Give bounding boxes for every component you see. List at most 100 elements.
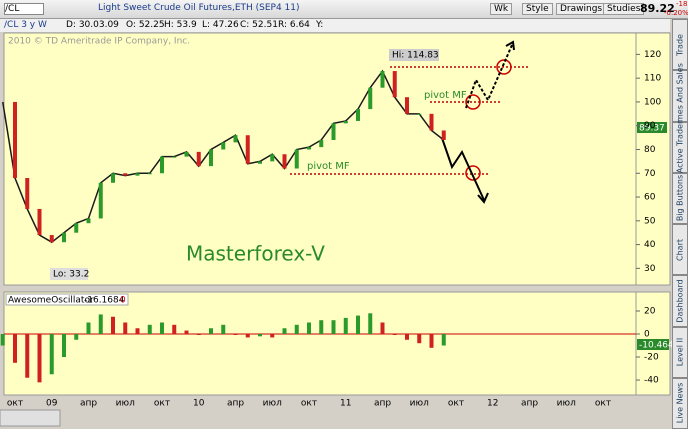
osc-bar	[233, 334, 238, 336]
y-tick-label: 30	[644, 264, 656, 274]
osc-bar	[98, 314, 103, 335]
side-tab-label[interactable]: Level II	[675, 337, 685, 367]
symbol-input[interactable]: /CL	[4, 3, 44, 15]
candle	[405, 97, 409, 114]
x-tick-label: июл	[263, 399, 282, 409]
candle	[37, 208, 42, 236]
side-tab[interactable]: Chart	[672, 224, 688, 276]
osc-flag: 0	[120, 296, 126, 306]
button[interactable]: Style	[522, 3, 553, 15]
x-tick-label: апр	[80, 399, 97, 409]
osc-bar	[13, 334, 17, 363]
side-tab[interactable]: Live News	[672, 377, 688, 429]
candle	[172, 156, 177, 158]
osc-tag-text: -10.464	[639, 341, 672, 351]
info-item: L: 47.26	[202, 20, 239, 30]
osc-bar	[135, 328, 140, 335]
side-tab[interactable]: Active Trader	[672, 120, 688, 174]
osc-bar	[245, 334, 250, 338]
side-tab[interactable]: Level II	[672, 326, 688, 378]
x-tick-label: 09	[46, 399, 58, 409]
candle	[62, 232, 66, 243]
forecast-arrows	[441, 40, 515, 204]
info-item: /CL 3 y W	[4, 20, 47, 30]
osc-bar	[86, 322, 91, 335]
x-tick-label: июл	[116, 399, 135, 409]
info-item: C: 52.51	[240, 20, 278, 30]
price-panel	[3, 32, 637, 286]
osc-bar	[429, 334, 434, 348]
candle	[160, 156, 164, 174]
candle	[356, 109, 360, 121]
y-tick-label: 120	[644, 50, 661, 60]
x-tick-label: 10	[193, 399, 205, 409]
candle	[74, 223, 79, 233]
x-tick-label: апр	[227, 399, 244, 409]
candle	[343, 120, 348, 124]
zoom-controls[interactable]	[0, 409, 61, 427]
x-tick-label: окт	[301, 399, 317, 409]
watermark: Masterforex-V	[186, 242, 325, 266]
candle	[13, 101, 17, 179]
y-tick-label: 50	[644, 216, 656, 226]
candle	[245, 135, 250, 164]
side-tab-label[interactable]: Active Trader	[675, 120, 685, 174]
osc-bar	[37, 334, 42, 383]
info-item: D: 30.03.09	[66, 20, 119, 30]
osc-bar	[25, 334, 30, 378]
pivot-lines	[290, 66, 530, 175]
side-tab-label[interactable]: Chart	[675, 238, 685, 261]
osc-bar	[392, 334, 397, 336]
y-tick-label: -40	[644, 376, 659, 386]
y-tick-label: 20	[644, 306, 656, 316]
description: Light Sweet Crude Oil Futures,ETH (SEP4 …	[98, 3, 300, 13]
osc-bar	[380, 322, 385, 335]
info-bar: /CL 3 y W D: 30.03.09 O: 52.25 H: 53.9 L: 47…	[0, 19, 670, 32]
osc-value: -16.1684	[84, 296, 125, 306]
candle	[98, 182, 103, 219]
y-tick-label: 60	[644, 193, 656, 203]
candle	[147, 173, 152, 175]
info-item: Y:	[316, 20, 324, 30]
side-tab[interactable]: Times And Sales	[672, 63, 688, 129]
side-tab-label[interactable]: Trade	[675, 33, 685, 56]
osc-bar	[343, 317, 348, 335]
osc-bar	[49, 334, 54, 375]
side-tab-label[interactable]: Live News	[675, 383, 685, 424]
change-pct: -0.20%	[664, 9, 688, 17]
osc-bar	[417, 334, 422, 344]
side-tab-label[interactable]: Big Buttons	[675, 175, 685, 222]
osc-tag	[637, 339, 669, 350]
osc-bar	[160, 322, 164, 335]
x-tick-label: июл	[410, 399, 429, 409]
x-tick-label: окт	[595, 399, 611, 409]
osc-bar	[62, 334, 66, 358]
button[interactable]: Drawings	[556, 3, 607, 15]
side-tab[interactable]: Big Buttons	[672, 172, 688, 224]
toolbar: /CL Light Sweet Crude Oil Futures,ETH (S…	[0, 0, 688, 19]
button[interactable]: Wk	[490, 3, 513, 15]
side-tab[interactable]: Dashboard	[672, 275, 688, 327]
candle	[270, 154, 275, 162]
change: -18	[676, 0, 688, 8]
y-tick-label: 80	[644, 145, 656, 155]
side-tab-label[interactable]: Dashboard	[675, 279, 685, 323]
high-box	[389, 49, 439, 61]
x-tick-label: 11	[340, 399, 351, 409]
osc-bar	[123, 322, 128, 335]
candle	[258, 161, 262, 164]
y-tick-label: -20	[644, 353, 659, 363]
candle	[380, 71, 385, 88]
side-tab-label[interactable]: Times And Sales	[675, 63, 685, 129]
y-tick-label: 110	[644, 74, 661, 84]
osc-legend	[5, 293, 129, 306]
osc-bar	[209, 328, 213, 335]
osc-bar	[147, 324, 152, 335]
x-tick-label: окт	[448, 399, 464, 409]
button[interactable]: Studies	[603, 3, 645, 15]
candle	[429, 113, 434, 131]
candle	[111, 173, 115, 183]
y-tick-label: 100	[644, 97, 661, 107]
high-label: Hi: 114.83	[392, 51, 439, 61]
